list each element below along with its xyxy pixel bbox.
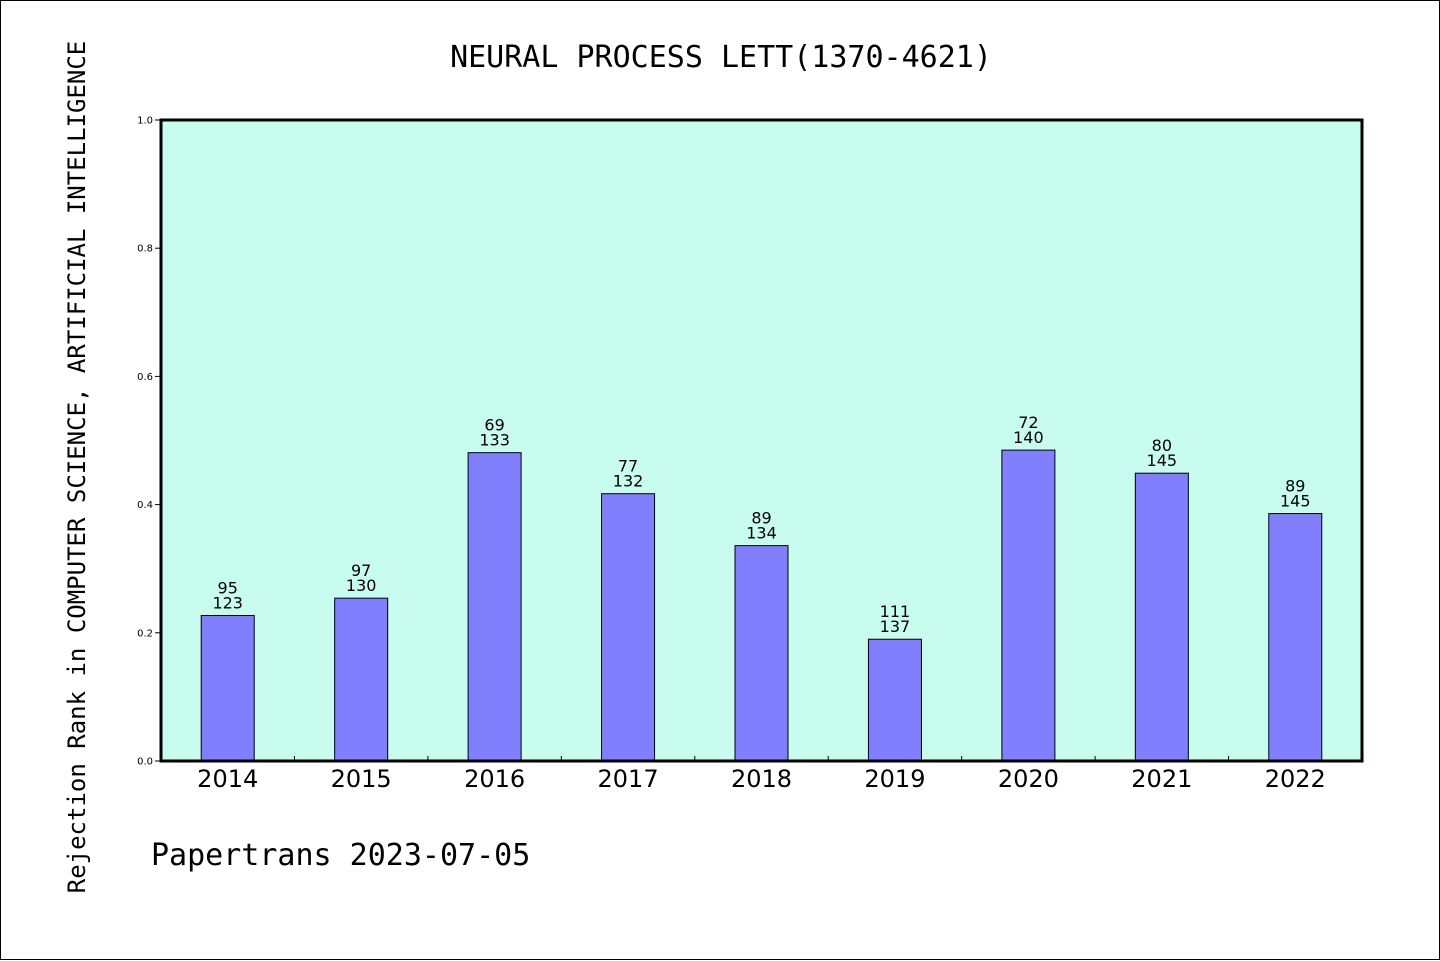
x-tick-label: 2022 xyxy=(1265,765,1326,793)
y-tick-label: 0.0 xyxy=(137,757,153,768)
x-tick-label: 2016 xyxy=(464,765,525,793)
x-tick-label: 2020 xyxy=(998,765,1059,793)
data-label-bottom: 145 xyxy=(1147,451,1178,470)
bar xyxy=(867,638,922,762)
bar xyxy=(200,614,255,762)
bar xyxy=(601,493,656,762)
bar xyxy=(734,545,789,762)
bar xyxy=(334,597,389,762)
data-label-bottom: 132 xyxy=(613,472,644,491)
x-tick-label: 2021 xyxy=(1131,765,1192,793)
data-label-bottom: 123 xyxy=(212,593,243,612)
x-tick-label: 2017 xyxy=(598,765,659,793)
x-tick-label: 2019 xyxy=(864,765,925,793)
data-label-top: 111 xyxy=(880,602,911,621)
data-label-top: 95 xyxy=(218,578,238,597)
y-tick-label: 0.6 xyxy=(137,372,153,383)
y-tick-label: 0.8 xyxy=(137,244,153,255)
data-label-top: 97 xyxy=(351,561,371,580)
data-label-top: 89 xyxy=(751,509,771,528)
bar xyxy=(1001,449,1056,762)
x-tick-label: 2015 xyxy=(331,765,392,793)
data-label-top: 89 xyxy=(1285,477,1305,496)
y-tick-label: 0.2 xyxy=(137,628,153,639)
data-label-bottom: 140 xyxy=(1013,428,1044,447)
x-tick-label: 2018 xyxy=(731,765,792,793)
bar xyxy=(1134,472,1189,762)
data-label-top: 69 xyxy=(484,416,504,435)
data-label-top: 77 xyxy=(618,457,638,476)
data-label-bottom: 137 xyxy=(880,617,911,636)
footer-text: Papertrans 2023-07-05 xyxy=(151,838,530,873)
data-label-bottom: 130 xyxy=(346,576,377,595)
data-label-bottom: 145 xyxy=(1280,492,1311,511)
data-label-bottom: 133 xyxy=(479,431,510,450)
data-label-bottom: 134 xyxy=(746,524,777,543)
data-label-top: 80 xyxy=(1152,436,1172,455)
bar xyxy=(467,452,522,762)
bar xyxy=(1268,513,1323,762)
data-label-top: 72 xyxy=(1018,413,1038,432)
chart-title: NEURAL PROCESS LETT(1370-4621) xyxy=(450,40,992,75)
y-axis-label: Rejection Rank in COMPUTER SCIENCE, ARTI… xyxy=(63,41,91,894)
plot-border xyxy=(159,118,1364,763)
y-tick-label: 1.0 xyxy=(137,116,153,127)
y-tick-label: 0.4 xyxy=(137,500,153,511)
x-tick-label: 2014 xyxy=(197,765,258,793)
